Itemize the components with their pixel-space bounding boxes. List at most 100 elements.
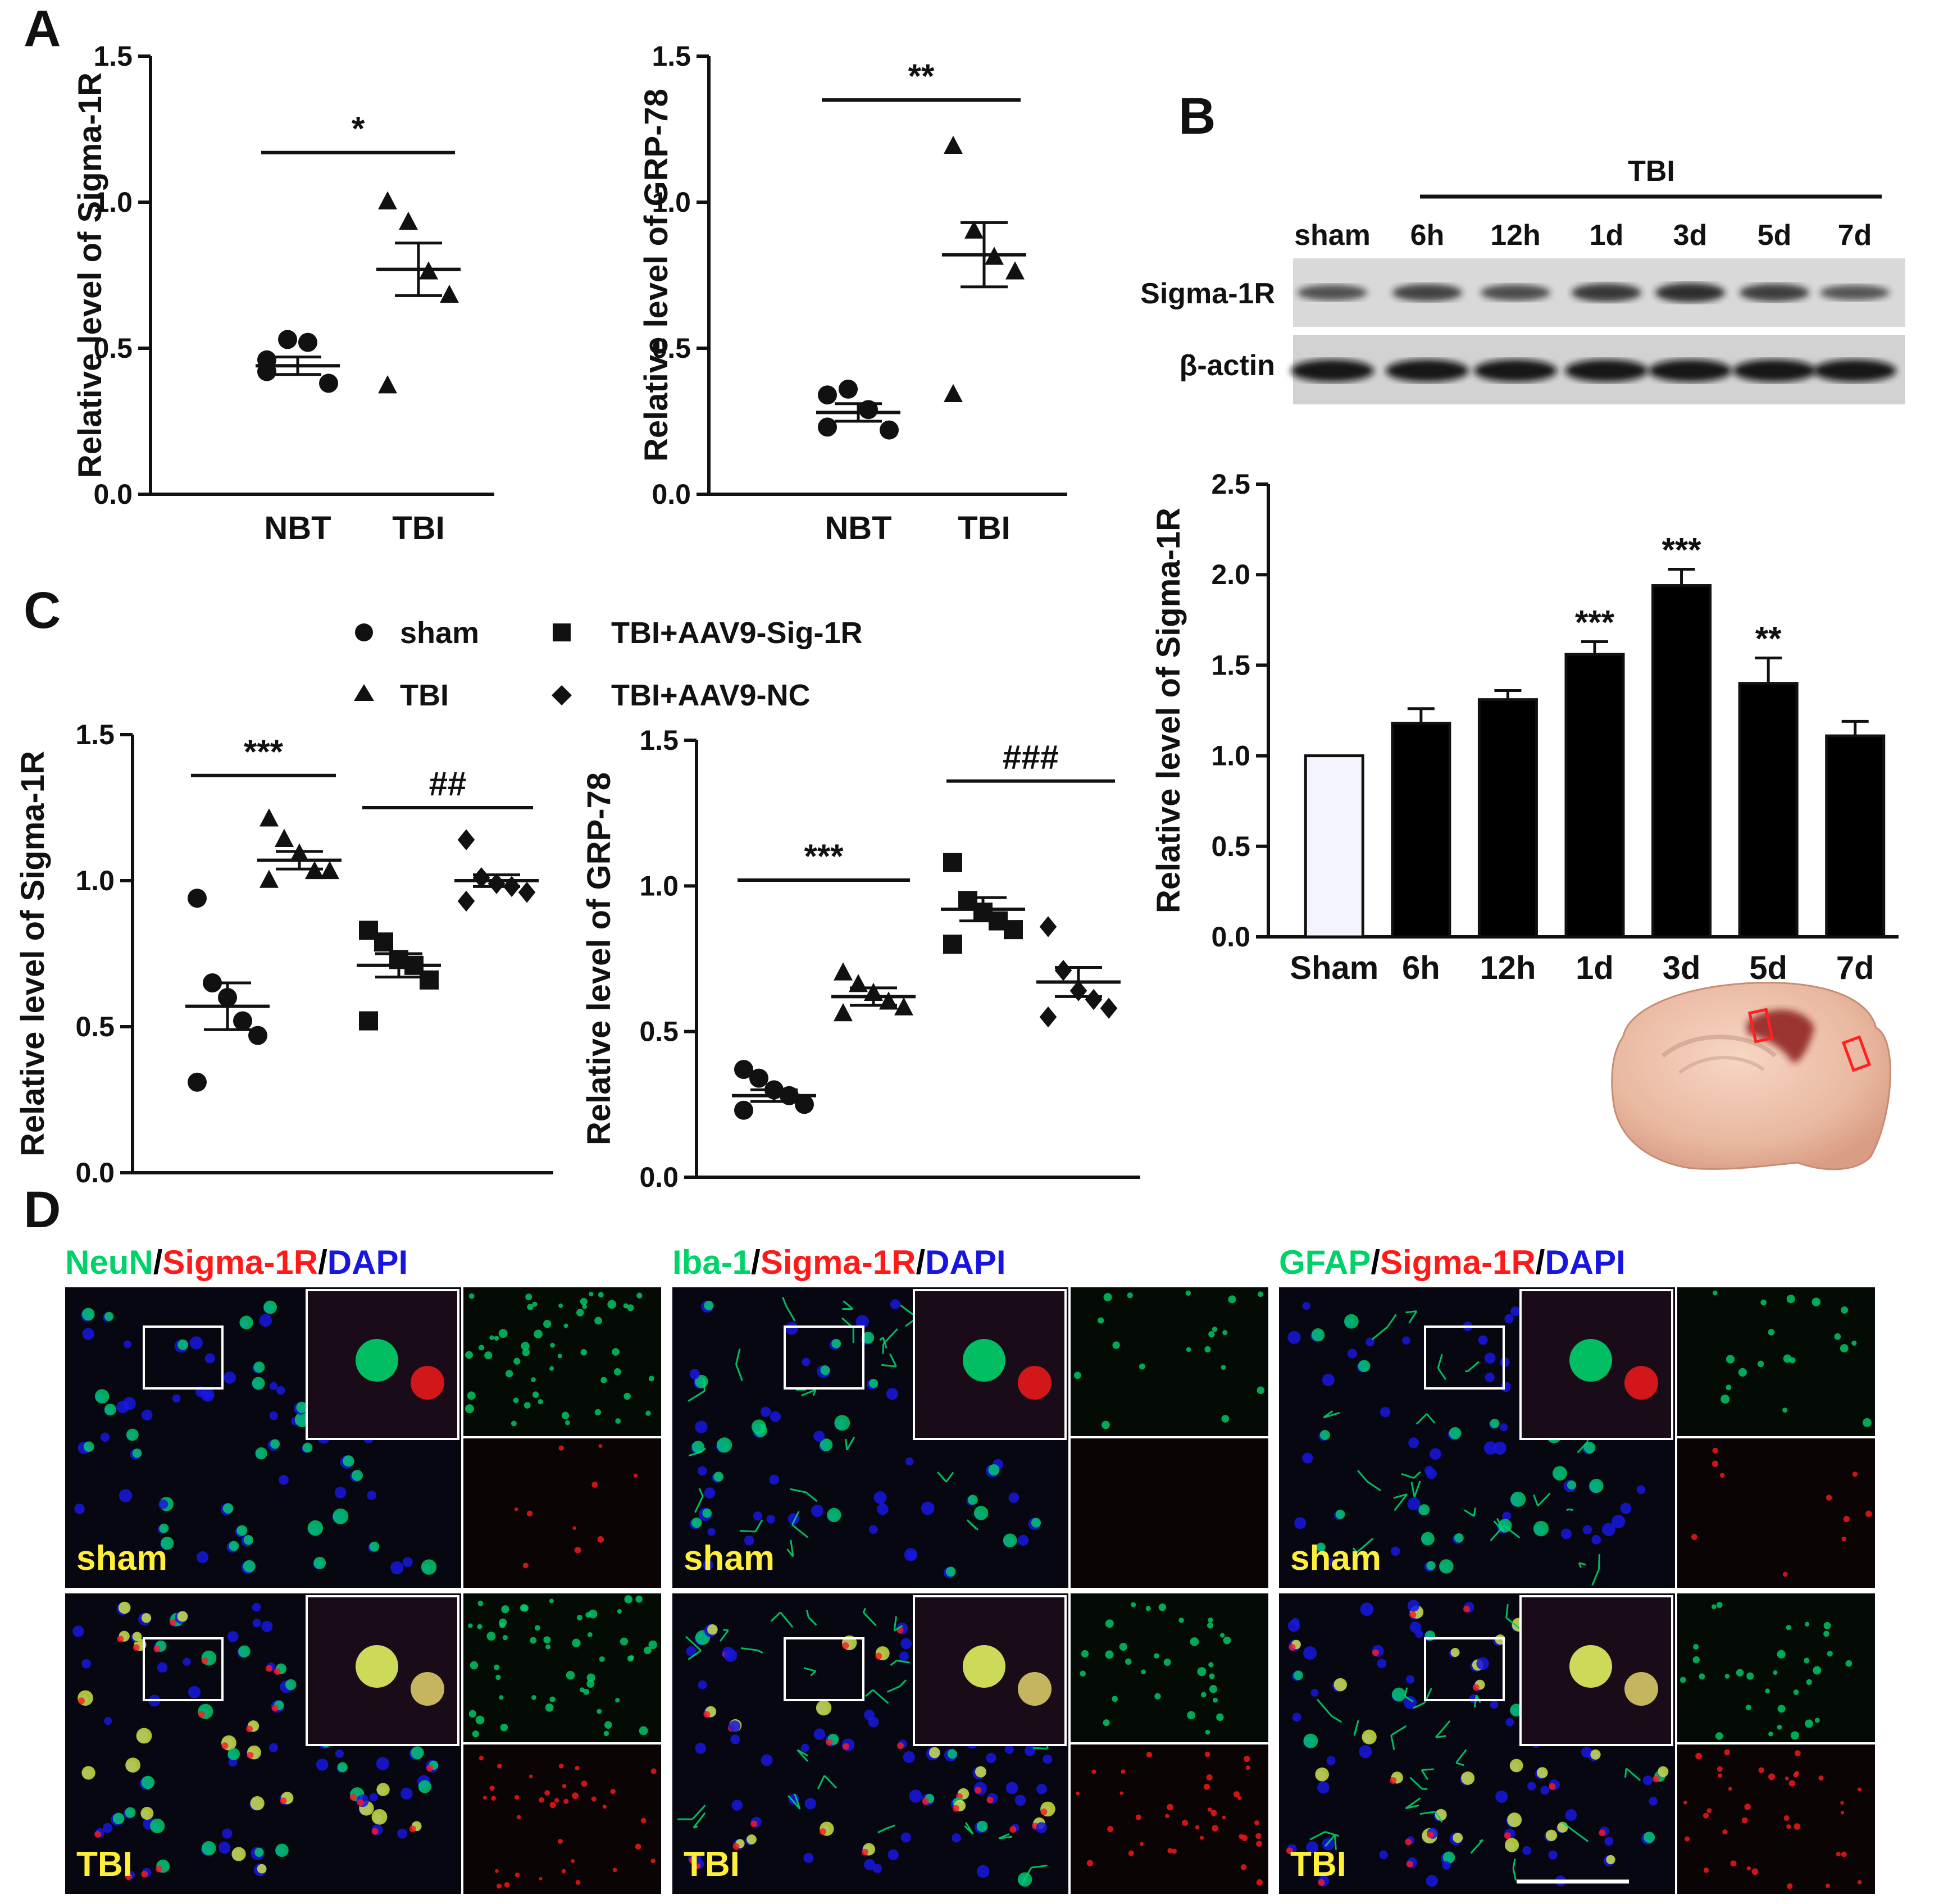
bar-group-sham: Sham <box>1290 754 1378 986</box>
dapi-nucleus <box>402 1557 413 1568</box>
green-dot <box>1811 1297 1821 1306</box>
red-dot <box>1826 1495 1832 1501</box>
green-dot <box>572 1638 581 1647</box>
dapi-nucleus <box>813 1431 825 1442</box>
y-tick-label: 1.5 <box>1211 649 1250 681</box>
green-dot <box>624 1595 633 1604</box>
red-signal <box>1405 1838 1412 1846</box>
red-dot <box>1728 1787 1732 1791</box>
green-cell <box>150 1818 165 1834</box>
blot-band-beta-actin <box>1386 359 1469 382</box>
red-signal <box>703 1711 711 1718</box>
process <box>1309 1830 1340 1841</box>
dapi-nucleus <box>158 1499 169 1509</box>
bar <box>1304 754 1364 939</box>
red-dot <box>1758 1767 1764 1773</box>
dapi-nucleus <box>761 1754 773 1766</box>
y-tick-label: 2.0 <box>1211 559 1250 590</box>
bar-group-12h: 12h <box>1477 689 1538 986</box>
red-dot <box>515 1872 520 1878</box>
process <box>739 1519 763 1533</box>
red-dot <box>1165 1814 1169 1819</box>
red-dot <box>1722 1829 1728 1835</box>
dapi-nucleus <box>1043 1754 1053 1764</box>
dapi-nucleus <box>122 1397 136 1410</box>
red-dot <box>1204 1751 1210 1757</box>
dapi-nucleus <box>268 1743 278 1752</box>
red-signal <box>1318 1879 1325 1886</box>
dapi-nucleus <box>1317 1781 1330 1794</box>
red-dot <box>1794 1750 1801 1757</box>
green-dot <box>576 1309 584 1317</box>
red-dot <box>572 1792 579 1800</box>
green-cell <box>1319 1430 1330 1440</box>
process <box>1512 1859 1517 1881</box>
green-dot <box>1790 1731 1799 1740</box>
data-point <box>188 1072 207 1092</box>
red-signal <box>1427 1831 1434 1838</box>
process <box>893 1616 903 1632</box>
red-signal <box>1463 1605 1471 1613</box>
data-point <box>818 417 837 437</box>
dapi-nucleus <box>157 1662 168 1673</box>
dapi-nucleus <box>279 1474 289 1485</box>
green-dot <box>635 1595 643 1603</box>
data-point <box>1085 989 1103 1010</box>
dapi-nucleus <box>259 1314 272 1327</box>
blot-lane-label: 12h <box>1490 219 1541 252</box>
green-dot <box>582 1304 588 1309</box>
bar-group-7d: 7d <box>1825 719 1886 986</box>
dapi-nucleus <box>1500 1382 1511 1392</box>
green-cell <box>250 1796 265 1811</box>
green-dot <box>1777 1705 1786 1713</box>
green-cell <box>94 1389 110 1404</box>
immuno-row-tbi: TBI <box>65 1593 661 1894</box>
red-dot <box>634 1473 638 1478</box>
legend-marker-triangle <box>354 684 374 701</box>
marker-label-: / <box>916 1243 925 1281</box>
red-signal <box>1009 1826 1017 1833</box>
region-box <box>143 1637 224 1701</box>
green-cell <box>1335 1509 1345 1519</box>
green-dot <box>627 1655 634 1662</box>
legend-marker-circle <box>355 623 373 641</box>
dapi-nucleus <box>899 1651 909 1661</box>
green-cell <box>132 1632 142 1642</box>
red-dot <box>1793 1772 1799 1778</box>
red-dot <box>1788 1780 1796 1787</box>
red-dot <box>1744 1803 1751 1810</box>
dapi-nucleus <box>1306 1841 1318 1853</box>
green-dot <box>1804 1621 1810 1627</box>
bar <box>1391 722 1451 939</box>
green-cell <box>81 1766 95 1780</box>
data-point <box>818 385 837 405</box>
data-point <box>943 935 962 954</box>
immuno-row-sham: sham <box>65 1287 661 1588</box>
y-tick-label: 0.5 <box>75 1011 115 1042</box>
green-dot <box>531 1377 536 1382</box>
green-dot <box>1220 1633 1225 1638</box>
red-channel-image <box>1071 1438 1268 1588</box>
green-dot <box>1208 1662 1214 1668</box>
green-cell <box>132 1449 142 1458</box>
green-channel-image <box>463 1287 661 1436</box>
data-point <box>319 373 338 393</box>
y-tick-label: 0.0 <box>639 1161 679 1193</box>
green-dot <box>1154 1653 1159 1659</box>
y-tick-label: 1.5 <box>639 725 679 756</box>
process <box>1463 1507 1476 1517</box>
green-dot <box>465 1404 474 1414</box>
process <box>688 1447 706 1457</box>
green-dot <box>1712 1290 1718 1296</box>
blot-band-beta-actin <box>1813 359 1896 382</box>
dapi-nucleus <box>1347 1349 1357 1359</box>
green-cell <box>976 1820 988 1832</box>
red-signal <box>1390 1777 1397 1784</box>
dapi-nucleus <box>1490 1700 1499 1709</box>
dapi-nucleus <box>1326 1756 1336 1765</box>
green-dot <box>495 1674 501 1680</box>
process <box>882 1328 899 1354</box>
data-point <box>834 962 853 981</box>
immuno-row-sham: sham <box>1279 1287 1875 1588</box>
green-cell <box>1552 1466 1567 1481</box>
